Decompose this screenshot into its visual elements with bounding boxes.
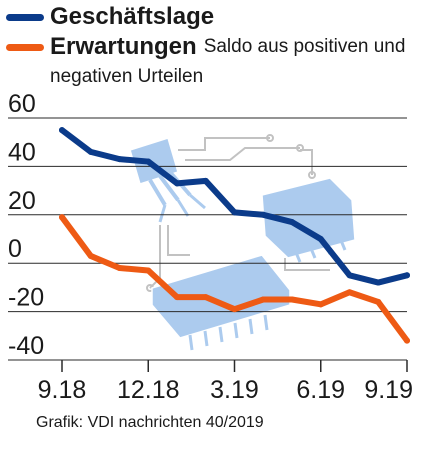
- data-point: [174, 180, 180, 187]
- y-tick-label: 60: [8, 90, 36, 118]
- data-point: [375, 279, 382, 286]
- data-point: [116, 156, 123, 163]
- y-tick-label: -40: [8, 332, 44, 360]
- legend-item-geschaeftslage: Geschäftslage: [6, 2, 424, 32]
- data-point: [317, 301, 324, 308]
- data-point: [145, 267, 152, 274]
- data-point: [174, 294, 180, 301]
- y-tick-label: 40: [8, 138, 36, 166]
- data-point: [145, 158, 152, 165]
- data-point: [59, 214, 65, 221]
- data-point: [202, 294, 209, 301]
- legend-label-geschaeftslage: Geschäftslage: [50, 3, 215, 30]
- x-tick-label: 9.19: [364, 376, 413, 404]
- legend: Geschäftslage Erwartungen Saldo aus posi…: [6, 2, 424, 92]
- data-point: [231, 306, 238, 313]
- data-point: [346, 289, 353, 296]
- data-point: [404, 337, 410, 344]
- x-tick-label: 6.19: [296, 376, 345, 404]
- chip-left-shape: [151, 254, 291, 351]
- data-point: [116, 265, 123, 272]
- y-tick-label: -20: [8, 284, 44, 312]
- data-point: [289, 296, 295, 303]
- data-point: [346, 272, 353, 279]
- grid: [8, 117, 407, 361]
- data-point: [260, 211, 267, 218]
- data-point: [260, 296, 267, 303]
- legend-label-erwartungen: Erwartungen: [50, 33, 197, 60]
- data-point: [231, 209, 238, 216]
- x-tick-label: 9.18: [38, 376, 87, 404]
- data-point: [375, 298, 382, 305]
- x-axis-ticks: 9.18 12.18 3.19 6.19 9.19: [38, 360, 413, 404]
- data-point: [404, 272, 410, 279]
- series-lines: [59, 127, 410, 344]
- source-note: Grafik: VDI nachrichten 40/2019: [36, 414, 264, 431]
- data-point: [87, 148, 94, 155]
- legend-note-line2: negativen Urteilen: [50, 66, 204, 87]
- x-tick-label: 3.19: [210, 376, 259, 404]
- series-line-geschaeftslage: [59, 127, 410, 286]
- y-tick-label: 0: [8, 235, 22, 263]
- legend-swatch-blue: [6, 13, 44, 21]
- chip-right-shape: [261, 177, 356, 263]
- legend-item-erwartungen: Erwartungen Saldo aus positiven und: [6, 32, 424, 62]
- legend-note-line1: Saldo aus positiven und: [203, 36, 406, 57]
- data-point: [289, 219, 295, 226]
- x-tick-label: 12.18: [117, 376, 180, 404]
- data-point: [87, 252, 94, 259]
- data-point: [202, 177, 209, 184]
- y-axis-ticks: 60 40 20 0 -20 -40: [8, 90, 44, 360]
- data-point: [59, 127, 65, 134]
- data-point: [317, 236, 324, 242]
- legend-swatch-orange: [6, 43, 44, 51]
- y-tick-label: 20: [8, 187, 36, 215]
